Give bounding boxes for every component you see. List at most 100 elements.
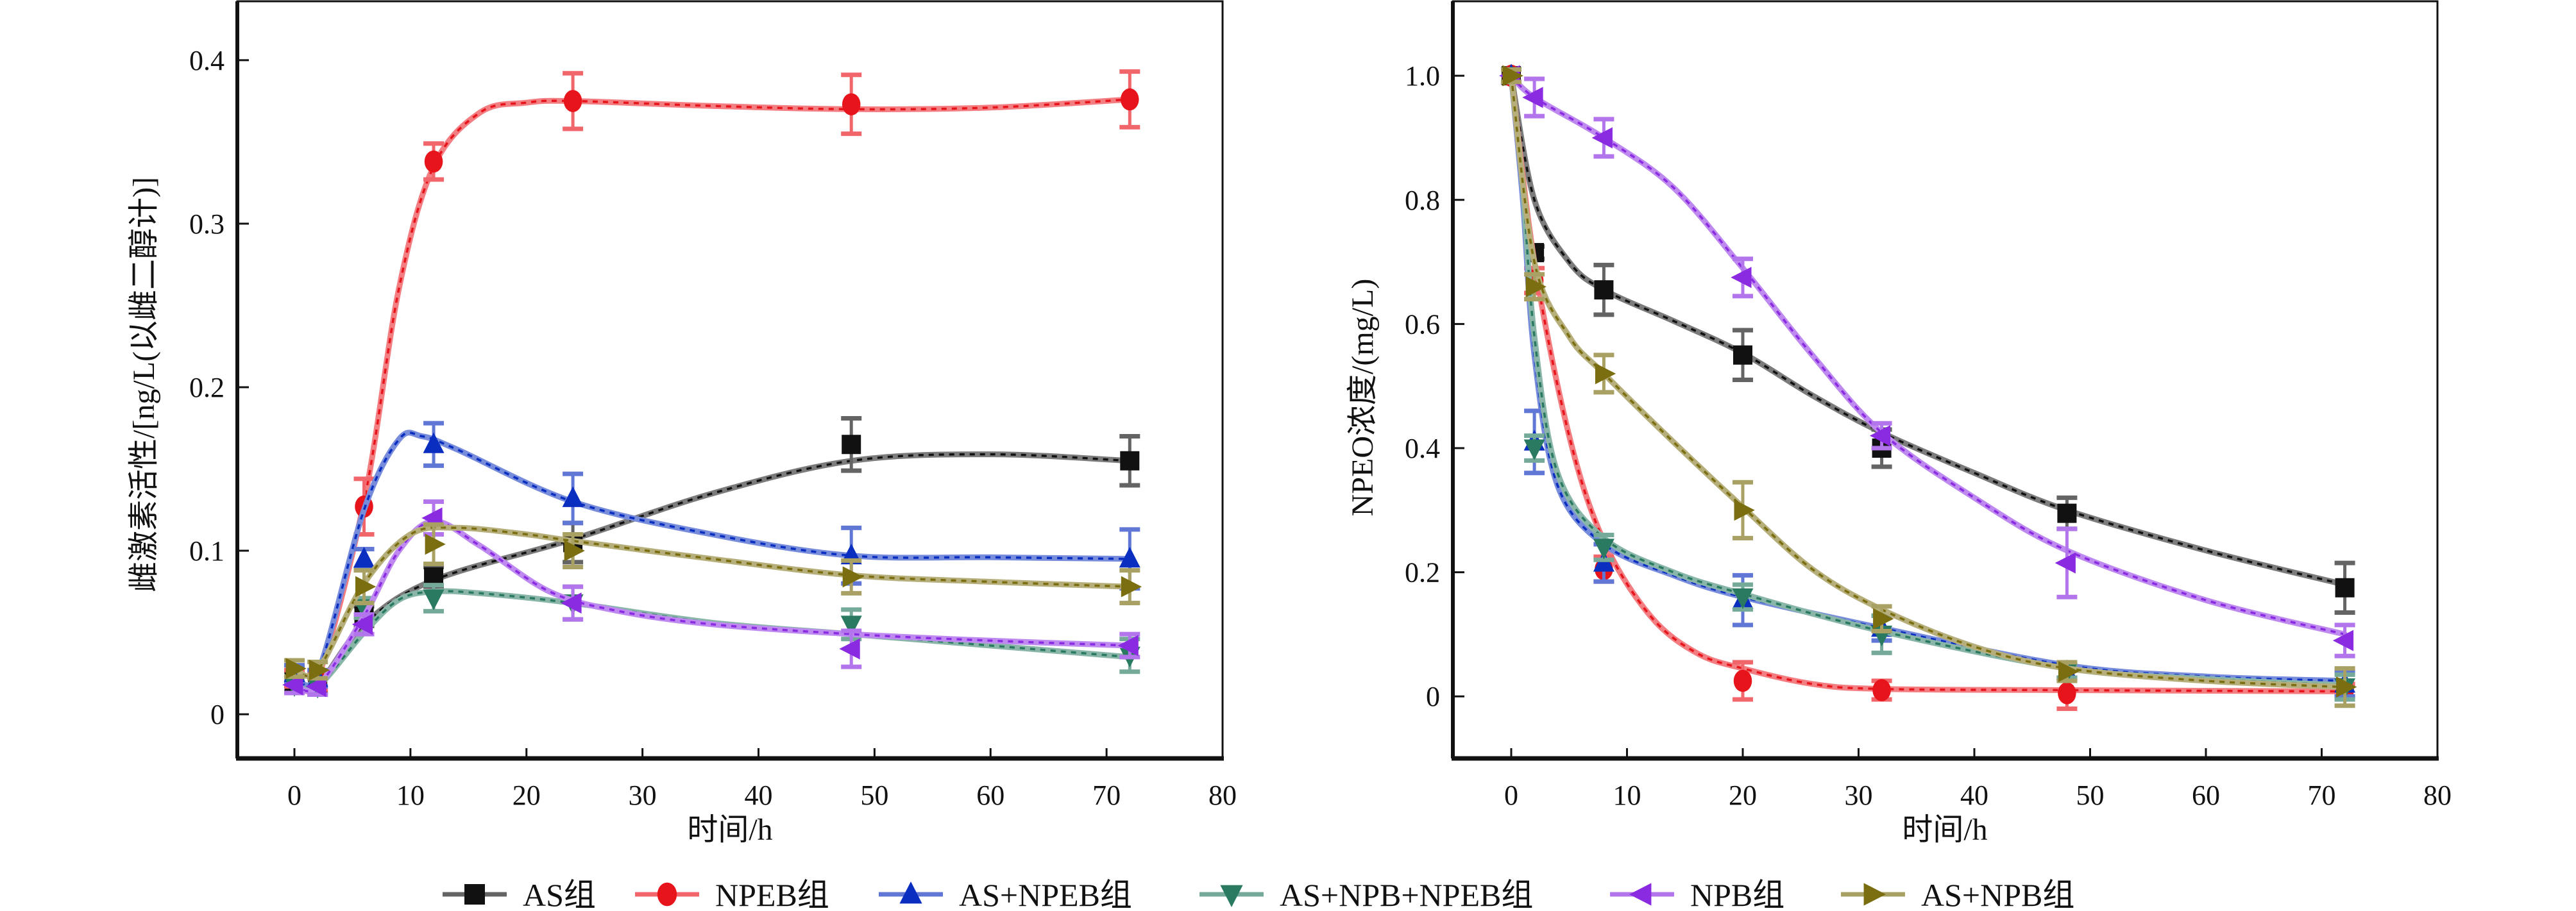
right-x-tick-label: 30 xyxy=(1845,780,1873,811)
legend-item: AS+NPB组 xyxy=(1841,877,2074,911)
legend-marker-triangle-left-icon xyxy=(1629,883,1652,906)
right-x-axis-title: 时间/h xyxy=(1902,813,1987,847)
left-x-tick-label: 10 xyxy=(396,780,425,811)
right-data-point xyxy=(1594,280,1614,300)
left-x-tick-label: 0 xyxy=(287,780,301,811)
right-data-point xyxy=(2058,682,2076,705)
left-x-tick-label: 60 xyxy=(976,780,1004,811)
right-data-point xyxy=(2055,552,2076,574)
right-x-tick-label: 10 xyxy=(1613,780,1641,811)
legend-item: NPB组 xyxy=(1610,877,1784,911)
left-data-point xyxy=(839,638,860,660)
right-x-tick-label: 70 xyxy=(2308,780,2336,811)
left-series-line xyxy=(294,520,1130,692)
right-data-point xyxy=(2332,630,2354,651)
right-data-point xyxy=(1734,499,1755,521)
left-data-point xyxy=(425,533,446,555)
left-data-point xyxy=(282,674,303,696)
left-data-point xyxy=(423,589,445,610)
left-data-point xyxy=(309,659,330,681)
left-data-point xyxy=(563,90,582,112)
left-series-line xyxy=(294,526,1130,678)
left-x-tick-label: 50 xyxy=(860,780,888,811)
right-data-point xyxy=(1595,363,1616,385)
right-series-halo xyxy=(1508,72,2348,694)
left-data-point xyxy=(423,432,445,453)
left-data-point xyxy=(561,592,582,614)
left-x-tick-label: 20 xyxy=(513,780,541,811)
left-series-halo xyxy=(291,524,1133,679)
right-series-4 xyxy=(1499,65,2355,658)
left-series-line xyxy=(294,98,1130,693)
legend-marker-circle-icon xyxy=(657,882,677,907)
right-data-point xyxy=(1733,669,1752,692)
left-y-tick-label: 0.1 xyxy=(189,535,225,567)
left-y-axis-title: 雌激素活性/[ng/L(以雌二醇计)] xyxy=(127,177,161,592)
right-data-point xyxy=(2336,676,2357,698)
legend-label: AS+NPB组 xyxy=(1921,877,2074,911)
right-data-point xyxy=(1732,588,1754,610)
right-series-line xyxy=(1510,75,2346,586)
legend: AS组 NPEB组 AS+NPEB组 AS+NPB+NPEB组 NPB组 AS+NPB组 xyxy=(443,877,2074,911)
legend-marker-triangle-up-icon xyxy=(899,882,922,904)
left-x-tick-label: 40 xyxy=(745,780,773,811)
left-data-point xyxy=(1117,635,1139,656)
right-data-point xyxy=(1523,439,1545,460)
left-y-tick-label: 0.4 xyxy=(189,45,225,76)
left-series-halo xyxy=(291,96,1133,694)
right-data-point xyxy=(2057,503,2077,523)
right-data-point xyxy=(2335,578,2355,598)
right-series-halo xyxy=(1508,72,2348,588)
left-data-point xyxy=(1119,547,1140,568)
right-series-halo xyxy=(1508,72,2348,637)
legend-item: AS组 xyxy=(443,877,596,911)
left-x-axis-title: 时间/h xyxy=(687,813,772,847)
right-series-5 xyxy=(1501,65,2357,708)
left-data-point xyxy=(352,614,373,635)
left-series-line xyxy=(294,453,1130,690)
right-y-tick-label: 1.0 xyxy=(1405,60,1440,92)
legend-label: AS+NPB+NPEB组 xyxy=(1280,877,1533,911)
legend-item: NPEB组 xyxy=(635,877,829,911)
right-data-point xyxy=(1731,267,1752,288)
left-series-halo xyxy=(291,518,1133,694)
right-data-point xyxy=(1872,679,1891,701)
right-x-tick-label: 60 xyxy=(2192,780,2220,811)
right-y-tick-label: 0.2 xyxy=(1405,557,1440,589)
left-data-point xyxy=(840,615,862,637)
right-data-point xyxy=(1733,345,1752,365)
left-data-point xyxy=(564,540,585,562)
right-series-0 xyxy=(1501,66,2355,615)
right-data-point xyxy=(1873,608,1894,630)
left-x-tick-label: 70 xyxy=(1092,780,1121,811)
legend-label: AS组 xyxy=(523,877,596,911)
left-data-point xyxy=(842,566,863,588)
right-series-line xyxy=(1510,75,2345,689)
right-y-tick-label: 0 xyxy=(1426,681,1440,712)
right-y-tick-label: 0.8 xyxy=(1405,185,1440,216)
right-x-tick-label: 20 xyxy=(1729,780,1757,811)
right-data-point xyxy=(1869,425,1891,447)
legend-label: AS+NPEB组 xyxy=(959,877,1132,911)
right-y-tick-label: 0.6 xyxy=(1405,308,1440,340)
right-data-point xyxy=(1502,65,1523,87)
legend-marker-square-icon xyxy=(464,884,485,905)
legend-marker-triangle-right-icon xyxy=(1863,883,1886,906)
left-data-point xyxy=(285,658,307,680)
right-series-line xyxy=(1510,76,2345,682)
right-data-point xyxy=(1525,276,1546,297)
left-series-line xyxy=(294,431,1130,687)
left-data-point xyxy=(1120,451,1140,471)
left-series-5 xyxy=(284,522,1142,681)
right-y-axis-title: NPEO浓度/(mg/L) xyxy=(1346,279,1380,517)
right-x-tick-label: 50 xyxy=(2076,780,2105,811)
left-data-point xyxy=(305,676,326,698)
legend-item: AS+NPEB组 xyxy=(879,877,1132,911)
right-series-line xyxy=(1510,74,2346,636)
right-series-line xyxy=(1510,75,2345,693)
left-data-point xyxy=(353,547,375,568)
left-x-tick-label: 80 xyxy=(1208,780,1237,811)
legend-label: NPEB组 xyxy=(715,877,829,911)
left-data-point xyxy=(842,93,861,115)
